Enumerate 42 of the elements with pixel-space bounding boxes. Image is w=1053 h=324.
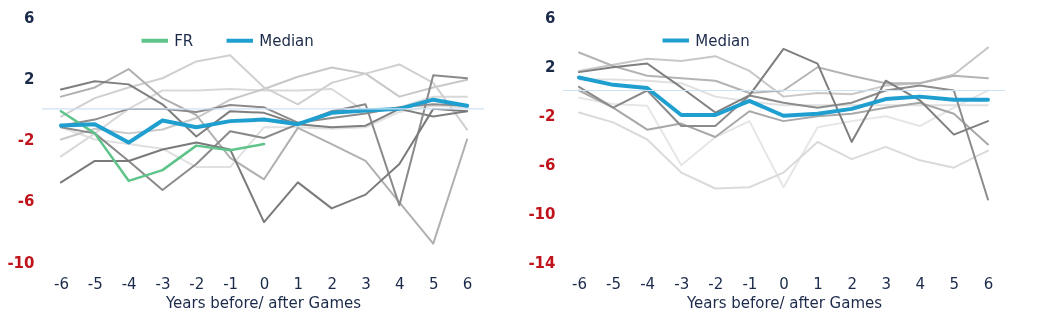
x-tick-label: -6	[572, 274, 587, 293]
x-tick-label: -6	[53, 274, 69, 293]
y-tick-label: -10	[7, 253, 35, 272]
legend-label: Median	[259, 31, 314, 50]
x-tick-label: -2	[189, 274, 205, 293]
x-tick-label: 5	[949, 274, 960, 293]
legend-label: FR	[174, 31, 194, 50]
y-tick-label: -6	[538, 155, 556, 174]
y-tick-label: 6	[545, 8, 556, 27]
x-axis-title: Years before/ after Games	[164, 293, 362, 312]
x-tick-label: -1	[742, 274, 758, 293]
legend-label: Median	[695, 31, 750, 50]
x-tick-label: 1	[293, 274, 304, 293]
x-tick-label: 4	[395, 274, 405, 293]
x-tick-label: 3	[361, 274, 371, 293]
y-tick-label: 2	[24, 69, 35, 88]
x-tick-label: 3	[881, 274, 891, 293]
y-tick-label: 2	[545, 57, 556, 76]
x-tick-label: 2	[327, 274, 337, 293]
y-tick-label: -14	[528, 253, 556, 272]
x-tick-label: -5	[606, 274, 622, 293]
x-tick-label: -4	[121, 274, 137, 293]
x-tick-label: -5	[87, 274, 103, 293]
x-tick-label: 0	[779, 274, 789, 293]
y-tick-label: -6	[17, 192, 35, 211]
x-tick-label: 6	[462, 274, 473, 293]
x-tick-label: -2	[708, 274, 724, 293]
y-tick-label: -2	[17, 131, 35, 149]
x-tick-label: -3	[155, 274, 171, 293]
x-tick-label: 2	[847, 274, 857, 293]
x-axis-title: Years before/ after Games	[685, 293, 883, 312]
x-tick-label: 6	[983, 274, 994, 293]
y-tick-label: -2	[538, 106, 556, 125]
y-tick-label: -10	[528, 204, 556, 223]
x-tick-label: 1	[813, 274, 823, 293]
y-tick-label: 6	[24, 8, 35, 27]
x-tick-label: -4	[640, 274, 656, 293]
x-tick-label: 4	[915, 274, 926, 293]
x-tick-label: 5	[428, 274, 439, 293]
x-tick-label: 0	[259, 274, 270, 293]
x-tick-label: -3	[674, 274, 690, 293]
x-tick-label: -1	[223, 274, 239, 293]
